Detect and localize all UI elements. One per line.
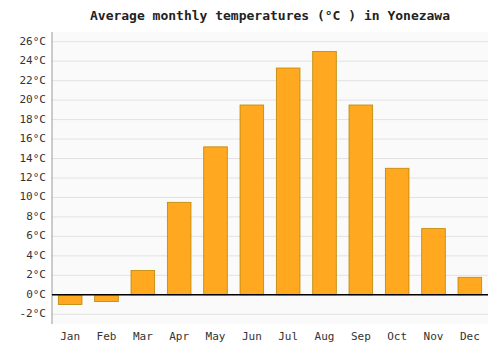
x-tick-label: Apr <box>169 330 189 343</box>
y-tick-label: 24°C <box>20 54 47 67</box>
chart-container: -2°C 0°C 2°C 4°C 6°C 8°C 10°C 12°C 14°C 16°C 18°C 2… <box>0 0 500 350</box>
bar <box>458 277 482 295</box>
grid-line <box>52 80 488 81</box>
y-tick-label: 4°C <box>26 249 46 262</box>
bar <box>313 51 337 294</box>
y-tick-label: 6°C <box>26 229 46 242</box>
x-tick-label: Feb <box>97 330 117 343</box>
x-tick-label: Jun <box>242 330 262 343</box>
bar <box>240 105 264 295</box>
x-tick-label: Dec <box>460 330 480 343</box>
plot-area <box>52 32 488 324</box>
y-tick-label: 18°C <box>20 113 47 126</box>
grid-line <box>52 294 488 295</box>
title: Average monthly temperatures (°C ) in Yo… <box>90 8 450 23</box>
y-tick-label: 0°C <box>26 288 46 301</box>
y-axis: -2°C 0°C 2°C 4°C 6°C 8°C 10°C 12°C 14°C 16°C 18°C 2… <box>20 35 47 321</box>
chart: -2°C 0°C 2°C 4°C 6°C 8°C 10°C 12°C 14°C 16°C 18°C 2… <box>0 0 500 350</box>
grid-line <box>52 41 488 42</box>
grid-line <box>52 216 488 217</box>
grid <box>52 42 488 315</box>
bar <box>385 168 409 295</box>
bar <box>95 295 119 302</box>
y-tick-label: 16°C <box>20 132 47 145</box>
bar <box>276 68 300 295</box>
grid-line <box>52 158 488 159</box>
bar <box>349 105 373 295</box>
bars <box>58 51 481 304</box>
y-tick-label: 12°C <box>20 171 47 184</box>
y-tick-label: 10°C <box>20 190 47 203</box>
grid-line <box>52 139 488 140</box>
x-tick-label: Mar <box>133 330 153 343</box>
x-tick-label: Nov <box>424 330 444 343</box>
zero-line <box>52 294 488 296</box>
x-tick-label: May <box>206 330 226 343</box>
grid-line <box>52 197 488 198</box>
grid-line <box>52 178 488 179</box>
x-tick-label: Oct <box>387 330 407 343</box>
x-tick-label: Jul <box>278 330 298 343</box>
x-axis: Jan Feb Mar Apr May Jun Jul Aug Sep Oct Nov Dec <box>60 330 480 343</box>
grid-line <box>52 100 488 101</box>
y-tick-label: -2°C <box>20 307 47 320</box>
bar <box>131 270 155 294</box>
x-tick-label: Aug <box>315 330 335 343</box>
bar <box>422 229 446 295</box>
x-tick-label: Jan <box>60 330 80 343</box>
y-tick-label: 14°C <box>20 152 47 165</box>
grid-line <box>52 314 488 315</box>
bar <box>58 295 82 305</box>
y-tick-label: 8°C <box>26 210 46 223</box>
y-tick-label: 20°C <box>20 93 47 106</box>
y-axis-line <box>52 32 53 324</box>
grid-line <box>52 119 488 120</box>
y-tick-label: 2°C <box>26 268 46 281</box>
grid-line <box>52 61 488 62</box>
bar <box>167 202 191 294</box>
y-tick-label: 26°C <box>20 35 47 48</box>
bar <box>204 147 228 295</box>
x-tick-label: Sep <box>351 330 371 343</box>
y-tick-label: 22°C <box>20 74 47 87</box>
